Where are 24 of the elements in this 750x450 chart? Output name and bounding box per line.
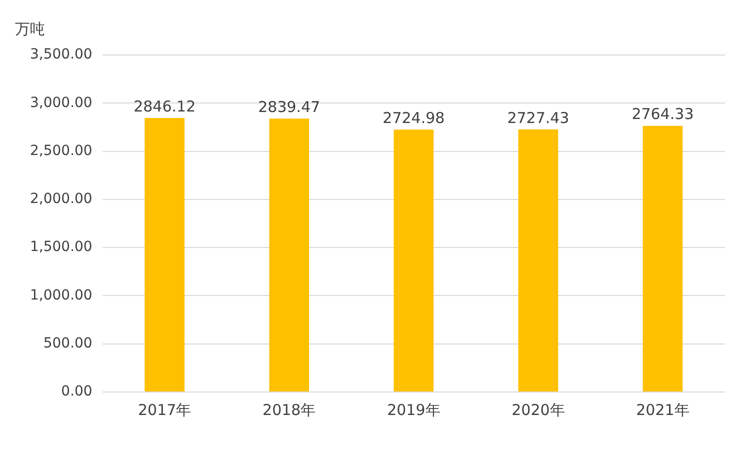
y-tick-label: 0.00 — [61, 384, 92, 400]
bar — [269, 118, 310, 392]
x-tick-label: 2019年 — [387, 400, 440, 419]
x-tick-label: 2020年 — [512, 400, 565, 419]
bar — [144, 118, 185, 392]
data-label: 2764.33 — [632, 105, 694, 124]
bar — [642, 126, 683, 392]
y-tick-label: 3,000.00 — [30, 94, 92, 111]
y-tick-label: 1,500.00 — [30, 239, 92, 256]
y-tick-label: 1,000.00 — [30, 287, 92, 304]
y-axis-title: 万吨 — [15, 20, 45, 39]
y-tick-label: 2,500.00 — [30, 142, 92, 159]
y-tick-label: 2,000.00 — [30, 191, 92, 208]
data-label: 2724.98 — [382, 109, 445, 128]
bar — [518, 129, 558, 392]
y-tick-label: 3,500.00 — [30, 46, 92, 63]
x-tick-label: 2018年 — [262, 400, 316, 419]
y-tick-label: 500.00 — [43, 336, 92, 352]
x-tick-label: 2017年 — [138, 400, 192, 419]
data-label: 2839.47 — [258, 98, 320, 116]
data-label: 2846.12 — [134, 97, 196, 116]
x-tick-label: 2021年 — [636, 400, 690, 419]
bar — [394, 130, 434, 392]
data-label: 2727.43 — [507, 108, 570, 127]
